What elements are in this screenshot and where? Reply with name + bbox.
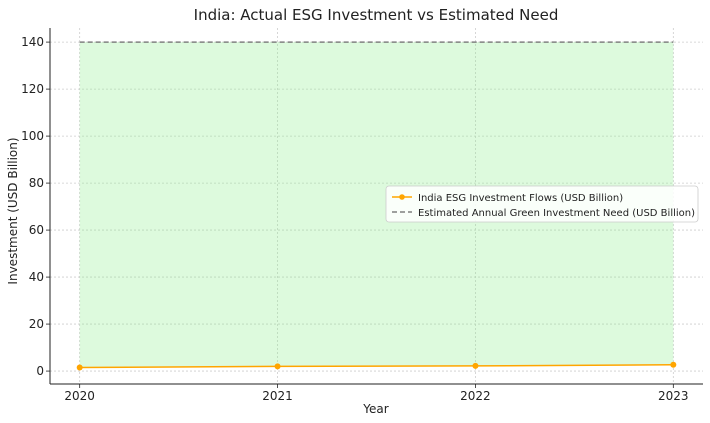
y-tick-label: 120 xyxy=(21,82,44,96)
series-point xyxy=(274,363,281,370)
y-tick-label: 60 xyxy=(29,223,44,237)
series-line-0 xyxy=(79,363,674,369)
fill-area-layer xyxy=(79,42,674,368)
ticks: 0 20 40 60 80 100 120 140 2020 2021 2022 2023 xyxy=(21,35,688,403)
legend-label-1: Estimated Annual Green Investment Need (… xyxy=(418,208,695,219)
series-layer xyxy=(76,41,677,371)
legend-marker-0 xyxy=(399,194,405,200)
y-tick-label: 140 xyxy=(21,35,44,49)
x-axis-label: Year xyxy=(362,402,388,416)
y-tick-label: 100 xyxy=(21,129,44,143)
x-tick-label: 2021 xyxy=(262,389,293,403)
series-point xyxy=(472,362,479,369)
axes xyxy=(49,28,703,385)
series-point xyxy=(670,361,677,368)
legend-box xyxy=(385,185,699,223)
series-point xyxy=(76,364,83,371)
fill-between-area xyxy=(79,42,674,368)
chart-title: India: Actual ESG Investment vs Estimate… xyxy=(194,6,559,24)
y-axis-label: Investment (USD Billion) xyxy=(6,137,20,284)
y-tick-label: 0 xyxy=(36,364,44,378)
y-tick-label: 80 xyxy=(29,176,44,190)
x-tick-label: 2020 xyxy=(64,389,95,403)
y-tick-label: 40 xyxy=(29,270,44,284)
x-tick-label: 2022 xyxy=(460,389,491,403)
x-tick-label: 2023 xyxy=(658,389,689,403)
y-tick-label: 20 xyxy=(29,317,44,331)
legend-label-0: India ESG Investment Flows (USD Billion) xyxy=(418,193,623,204)
legend: India ESG Investment Flows (USD Billion)… xyxy=(385,185,699,223)
